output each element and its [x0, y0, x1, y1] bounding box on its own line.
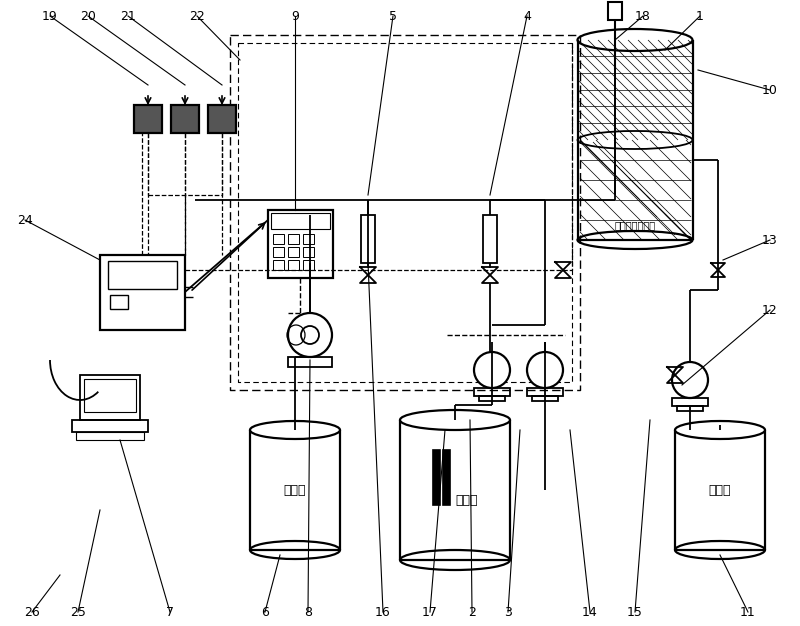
Text: 17: 17	[422, 605, 438, 618]
Text: 19: 19	[42, 9, 58, 23]
Bar	[273, 247, 284, 257]
Bar	[288, 247, 299, 257]
Bar	[474, 388, 510, 396]
Text: 清水池: 清水池	[709, 483, 731, 496]
Bar	[76, 432, 144, 440]
Bar	[171, 105, 199, 133]
Text: 25: 25	[70, 605, 86, 618]
Text: 11: 11	[740, 605, 756, 618]
Bar	[268, 210, 333, 278]
Text: 10: 10	[762, 83, 778, 96]
Bar	[303, 234, 314, 244]
Circle shape	[672, 362, 708, 398]
Bar	[532, 396, 558, 401]
Text: 13: 13	[762, 233, 778, 247]
Text: 20: 20	[80, 9, 96, 23]
Text: 6: 6	[261, 605, 269, 618]
Bar	[303, 260, 314, 270]
Bar	[303, 247, 314, 257]
Text: 9: 9	[291, 9, 299, 23]
Text: 4: 4	[523, 9, 531, 23]
Text: 15: 15	[627, 605, 643, 618]
Bar	[84, 379, 136, 412]
Bar	[208, 105, 236, 133]
Bar	[288, 260, 299, 270]
Text: 碳源筱: 碳源筱	[284, 483, 306, 496]
Text: 5: 5	[389, 9, 397, 23]
Text: 18: 18	[635, 9, 651, 23]
Text: 14: 14	[582, 605, 598, 618]
Bar	[108, 261, 177, 289]
Text: 21: 21	[120, 9, 136, 23]
Text: 2: 2	[468, 605, 476, 618]
Circle shape	[527, 352, 563, 388]
Text: 26: 26	[24, 605, 40, 618]
Bar	[273, 260, 284, 270]
Text: 1: 1	[696, 9, 704, 23]
Text: 16: 16	[375, 605, 391, 618]
Text: 24: 24	[17, 213, 33, 227]
Bar	[288, 234, 299, 244]
Text: 反硕化生物滤池: 反硕化生物滤池	[614, 220, 655, 230]
Bar	[479, 396, 505, 401]
Bar	[677, 406, 703, 411]
Ellipse shape	[400, 410, 510, 430]
Bar	[273, 234, 284, 244]
Bar	[672, 398, 708, 406]
Bar	[361, 215, 375, 263]
Bar	[271, 213, 330, 229]
Ellipse shape	[250, 421, 340, 439]
Text: 7: 7	[166, 605, 174, 618]
Text: 12: 12	[762, 304, 778, 317]
Bar	[608, 2, 622, 20]
Bar	[72, 420, 148, 432]
Text: 8: 8	[304, 605, 312, 618]
Bar	[110, 295, 128, 309]
Text: 22: 22	[189, 9, 205, 23]
Bar	[100, 255, 185, 330]
Bar	[527, 388, 563, 396]
Bar	[80, 375, 140, 420]
Bar	[134, 105, 162, 133]
Bar	[433, 450, 440, 505]
Circle shape	[474, 352, 510, 388]
Text: 3: 3	[504, 605, 512, 618]
Ellipse shape	[675, 421, 765, 439]
Bar	[483, 215, 497, 263]
Text: 进水池: 进水池	[456, 493, 478, 506]
Bar	[288, 357, 332, 367]
Bar	[443, 450, 450, 505]
